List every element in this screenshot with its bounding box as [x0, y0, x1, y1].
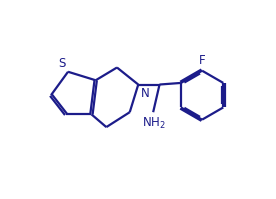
Text: F: F: [199, 54, 205, 67]
Text: S: S: [58, 57, 65, 70]
Text: N: N: [140, 87, 149, 100]
Text: NH$_2$: NH$_2$: [142, 116, 166, 131]
